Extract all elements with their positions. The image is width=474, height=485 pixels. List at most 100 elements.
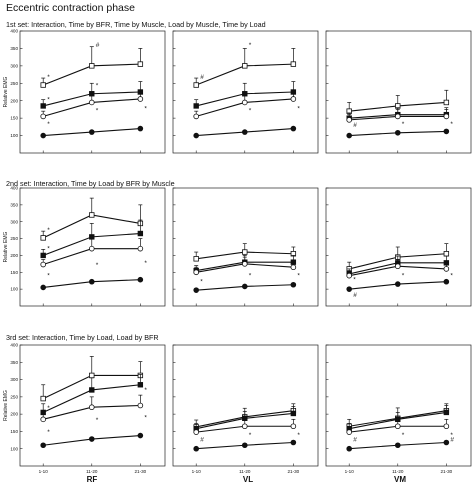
y-tick-label: 300 [10, 219, 18, 224]
hash-marker: # [450, 437, 454, 444]
data-point [40, 284, 46, 291]
data-point [88, 245, 95, 252]
data-point [40, 261, 46, 268]
asterisk-marker: * [353, 277, 356, 284]
asterisk-marker: * [47, 74, 50, 81]
data-point [290, 439, 297, 446]
series-filled-circle [346, 439, 450, 452]
series-filled-circle [346, 128, 450, 139]
series-open-circle [346, 418, 450, 435]
plot-frame [19, 344, 166, 467]
y-tick-label: 300 [10, 377, 18, 382]
data-point [443, 278, 450, 285]
muscle-label-vl: VL [243, 475, 253, 484]
series-filled-circle [193, 439, 297, 452]
muscle-label-vm: VM [394, 475, 406, 484]
data-point [394, 263, 401, 270]
series-filled-circle [40, 125, 144, 139]
data-point [137, 230, 144, 237]
y-tick-label: 250 [10, 236, 18, 241]
data-point [241, 129, 248, 135]
data-point [443, 113, 450, 120]
data-point [89, 387, 95, 393]
data-point [40, 252, 46, 259]
asterisk-marker: * [450, 273, 453, 280]
data-point [137, 125, 144, 132]
asterisk-marker: * [249, 432, 252, 439]
y-tick-label: 400 [10, 186, 18, 191]
y-tick-label: 200 [10, 412, 18, 417]
y-tick-label: 300 [10, 63, 18, 68]
asterisk-marker: * [144, 415, 147, 422]
panel-2nd-set-rf: 100 150 200 250 300 350 400 Relative EMG * * * * * [3, 186, 166, 307]
figure-title: Eccentric contraction phase [6, 2, 135, 14]
data-point [137, 276, 144, 283]
data-point [290, 281, 297, 288]
y-tick-label: 150 [10, 429, 18, 434]
series-open-circle [40, 238, 144, 268]
asterisk-marker: * [402, 432, 405, 439]
data-point [193, 445, 200, 452]
hash-marker: # [353, 122, 357, 129]
data-point [137, 402, 144, 409]
asterisk-marker: * [297, 105, 300, 112]
data-point [40, 395, 46, 402]
plot-frame [172, 30, 319, 154]
x-tick-label: 11-20 [239, 469, 251, 474]
asterisk-marker: * [450, 121, 453, 128]
panel-3rd-set-vm: 1-10 11-20 21-30#* *# [325, 344, 472, 474]
hash-marker: # [353, 292, 357, 299]
asterisk-marker: * [96, 262, 99, 269]
asterisk-marker: * [96, 107, 99, 114]
data-point [290, 61, 297, 67]
data-point [137, 382, 144, 388]
data-point [40, 103, 46, 109]
asterisk-marker: * [47, 429, 50, 436]
data-point [290, 125, 297, 132]
data-point [193, 256, 199, 262]
data-point [346, 445, 353, 452]
asterisk-marker: * [249, 42, 252, 49]
y-tick-label: 200 [10, 253, 18, 258]
data-point [88, 99, 95, 106]
data-point [40, 82, 46, 88]
x-tick-label: 1-10 [39, 469, 49, 474]
asterisk-marker: * [297, 432, 300, 439]
x-tick-label: 1-10 [345, 469, 355, 474]
series-open-circle [193, 418, 297, 435]
series-open-circle [193, 256, 297, 276]
asterisk-marker: * [297, 273, 300, 280]
data-point [346, 117, 353, 123]
data-point [242, 249, 248, 255]
hash-marker: # [96, 42, 100, 49]
asterisk-marker: * [96, 83, 99, 90]
data-point [394, 442, 401, 449]
asterisk-marker: * [144, 387, 147, 394]
series-filled-circle [40, 432, 144, 449]
data-point [89, 63, 95, 69]
y-tick-label: 200 [10, 98, 18, 103]
y-tick-label: 350 [10, 202, 18, 207]
series-filled-circle [346, 278, 450, 292]
series-open-square [40, 46, 144, 88]
y-tick-label: 350 [10, 46, 18, 51]
asterisk-marker: * [47, 246, 50, 253]
data-point [443, 409, 450, 416]
panel-2nd-set-vm: * # * * [325, 187, 472, 307]
data-point [88, 129, 95, 135]
x-tick-label: 11-20 [86, 469, 98, 474]
data-point [346, 272, 353, 279]
data-point [443, 439, 450, 446]
data-point [443, 266, 450, 272]
set-1-label: 1st set: Interaction, Time by BFR, Time … [6, 20, 266, 29]
series-open-square [193, 243, 297, 262]
y-tick-label: 100 [10, 287, 18, 292]
series-filled-square [40, 219, 144, 259]
y-tick-label: 400 [10, 29, 18, 34]
asterisk-marker: * [249, 107, 252, 114]
data-point [241, 283, 248, 290]
data-point [193, 132, 200, 139]
y-tick-label: 350 [10, 360, 18, 365]
asterisk-marker: * [47, 227, 50, 234]
